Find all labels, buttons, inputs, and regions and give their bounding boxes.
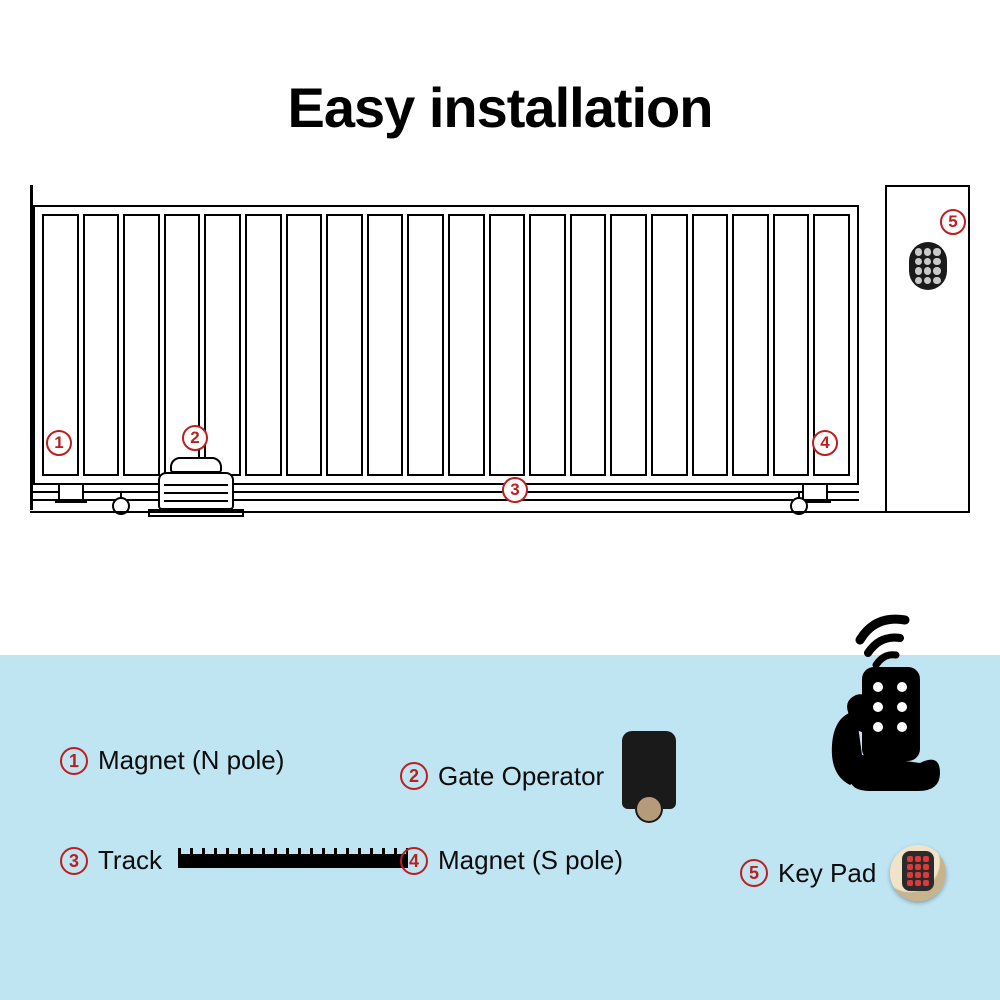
callout-3: 3 — [502, 477, 528, 503]
gate-slat — [773, 214, 810, 476]
callout-number: 5 — [740, 859, 768, 887]
legend-label: Magnet (S pole) — [438, 845, 623, 876]
gate-track — [33, 491, 859, 501]
gate-slat — [610, 214, 647, 476]
gate-slat — [83, 214, 120, 476]
gate-slat — [732, 214, 769, 476]
magnet-s — [802, 483, 828, 501]
installation-diagram: 1 2 3 4 5 — [30, 185, 970, 545]
ground-line — [30, 511, 970, 513]
gate-slat — [123, 214, 160, 476]
legend-label: Magnet (N pole) — [98, 745, 284, 776]
legend-label: Key Pad — [778, 858, 876, 889]
keypad-legend-icon — [890, 845, 946, 901]
gate-slat — [286, 214, 323, 476]
legend-label: Gate Operator — [438, 761, 604, 792]
gate-slat — [489, 214, 526, 476]
callout-number: 1 — [60, 747, 88, 775]
gate-slat — [570, 214, 607, 476]
gate-slat — [326, 214, 363, 476]
legend-panel: 1 Magnet (N pole) 2 Gate Operator 3 Trac… — [0, 655, 1000, 1000]
callout-1: 1 — [46, 430, 72, 456]
gate-slat — [245, 214, 282, 476]
callout-2: 2 — [182, 425, 208, 451]
gate-slat — [204, 214, 241, 476]
page-title: Easy installation — [0, 75, 1000, 140]
gate-slat — [529, 214, 566, 476]
gate-slat — [692, 214, 729, 476]
track-icon — [178, 854, 408, 868]
gate-operator — [158, 453, 234, 517]
callout-number: 3 — [60, 847, 88, 875]
sliding-gate — [33, 205, 859, 485]
gate-slat — [367, 214, 404, 476]
keypad-icon — [909, 242, 947, 290]
callout-number: 2 — [400, 762, 428, 790]
legend-label: Track — [98, 845, 162, 876]
legend-item-4: 4 Magnet (S pole) — [400, 845, 623, 876]
legend-item-3: 3 Track — [60, 845, 408, 876]
gate-operator-icon — [620, 731, 678, 821]
legend-item-2: 2 Gate Operator — [400, 731, 678, 821]
callout-5: 5 — [940, 209, 966, 235]
gate-slat — [407, 214, 444, 476]
legend-item-5: 5 Key Pad — [740, 845, 946, 901]
callout-number: 4 — [400, 847, 428, 875]
gate-slat — [651, 214, 688, 476]
gate-slat — [448, 214, 485, 476]
magnet-n — [58, 483, 84, 501]
remote-hand-icon — [790, 595, 970, 795]
legend-item-1: 1 Magnet (N pole) — [60, 745, 284, 776]
callout-4: 4 — [812, 430, 838, 456]
